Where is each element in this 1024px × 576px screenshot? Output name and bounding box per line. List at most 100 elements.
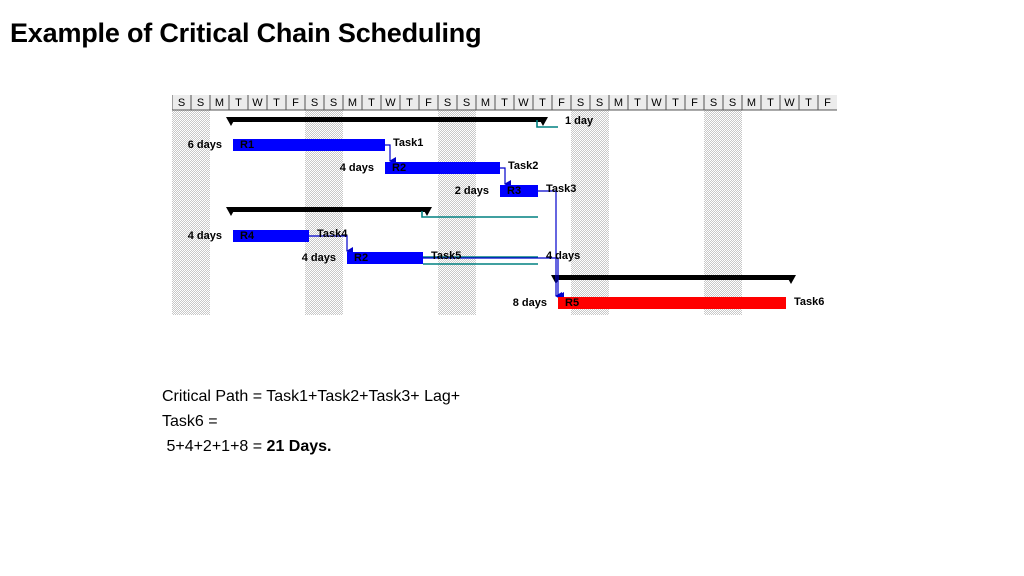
day-header: W: [784, 97, 795, 109]
day-header: F: [425, 97, 432, 109]
day-header: T: [672, 97, 679, 109]
weekend-column: [305, 110, 324, 315]
resource-label: R2: [392, 162, 406, 174]
day-header: S: [178, 97, 185, 109]
link-task3-task6: [538, 190, 562, 300]
weekend-column: [723, 110, 742, 315]
weekend-column: [590, 110, 609, 315]
day-header: W: [651, 97, 662, 109]
slack-line: [536, 120, 558, 128]
summary-bar: [230, 117, 544, 122]
dependency-links: [309, 144, 564, 300]
day-header: S: [710, 97, 717, 109]
day-header: F: [691, 97, 698, 109]
day-header: W: [385, 97, 396, 109]
duration-label: 4 days: [302, 252, 336, 264]
slide-title: Example of Critical Chain Scheduling: [10, 18, 482, 48]
slack-lines: [421, 120, 558, 265]
lag-label: 1 day: [565, 115, 594, 127]
note-total: 21 Days.: [266, 438, 332, 455]
link-task2-task3: [500, 167, 511, 188]
duration-label: 4 days: [188, 230, 222, 242]
task-bar-task2: [385, 162, 500, 174]
task-bar-task1: [233, 139, 385, 151]
day-header: T: [501, 97, 508, 109]
lag-label: 4 days: [546, 250, 580, 262]
day-header: T: [539, 97, 546, 109]
summary-bars: [226, 117, 796, 284]
summary-bar: [230, 207, 428, 212]
day-header: M: [215, 97, 224, 109]
day-header: S: [463, 97, 470, 109]
day-header: T: [273, 97, 280, 109]
task-bars: [233, 139, 786, 309]
summary-cap-right: [786, 275, 796, 284]
header-bg: [172, 95, 837, 110]
task-label: Task2: [508, 160, 538, 172]
task-labels: 6 days R1 4 days R2 2 days R3 4 days R4 4 days R2…: [188, 115, 825, 309]
task-bar-task5: [347, 252, 423, 264]
resource-label: R4: [240, 230, 255, 242]
weekend-column: [704, 110, 723, 315]
summary-cap-right: [538, 117, 548, 126]
day-header: M: [348, 97, 357, 109]
task-bar-task6: [558, 297, 786, 309]
summary-cap-right: [422, 207, 432, 216]
duration-label: 2 days: [455, 185, 489, 197]
note-line-3: 5+4+2+1+8 = 21 Days.: [162, 434, 460, 459]
day-header: T: [368, 97, 375, 109]
weekend-column: [457, 110, 476, 315]
link-task5-task6: [423, 257, 564, 300]
task-bar-task4: [233, 230, 309, 242]
weekend-column: [571, 110, 590, 315]
day-header: T: [767, 97, 774, 109]
day-header: W: [518, 97, 529, 109]
summary-cap-left: [226, 207, 236, 216]
day-header: M: [747, 97, 756, 109]
day-header: S: [596, 97, 603, 109]
note-line-1: Critical Path = Task1+Task2+Task3+ Lag+: [162, 388, 461, 405]
weekend-column: [172, 110, 191, 315]
task-label: Task6: [794, 296, 824, 308]
day-header: M: [481, 97, 490, 109]
critical-path-note: Critical Path = Task1+Task2+Task3+ Lag+ …: [162, 384, 460, 459]
day-header: T: [406, 97, 413, 109]
duration-label: 8 days: [513, 297, 547, 309]
day-header: S: [729, 97, 736, 109]
weekend-shading: [172, 110, 742, 315]
link-task4-task5: [309, 235, 353, 255]
duration-label: 4 days: [340, 162, 374, 174]
weekend-column: [438, 110, 457, 315]
task-label: Task5: [431, 250, 461, 262]
slack-line: [421, 211, 538, 218]
day-header: F: [824, 97, 831, 109]
day-header: S: [577, 97, 584, 109]
weekend-column: [324, 110, 343, 315]
day-header: T: [805, 97, 812, 109]
task-label: Task3: [546, 183, 576, 195]
link-task1-task2: [385, 144, 396, 165]
resource-label: R5: [565, 297, 579, 309]
note-line-2: Task6 =: [162, 413, 218, 430]
resource-label: R3: [507, 185, 521, 197]
day-header: T: [634, 97, 641, 109]
day-header: F: [558, 97, 565, 109]
resource-label: R2: [354, 252, 368, 264]
duration-label: 6 days: [188, 139, 222, 151]
task-label: Task1: [393, 137, 423, 149]
day-header: M: [614, 97, 623, 109]
summary-bar: [555, 275, 792, 280]
day-header: W: [252, 97, 263, 109]
weekend-column: [191, 110, 210, 315]
day-header: S: [197, 97, 204, 109]
day-header: S: [444, 97, 451, 109]
resource-label: R1: [240, 139, 254, 151]
day-header: T: [235, 97, 242, 109]
day-header: S: [311, 97, 318, 109]
day-header: F: [292, 97, 299, 109]
note-sum: 5+4+2+1+8 =: [162, 438, 267, 455]
day-header: S: [330, 97, 337, 109]
